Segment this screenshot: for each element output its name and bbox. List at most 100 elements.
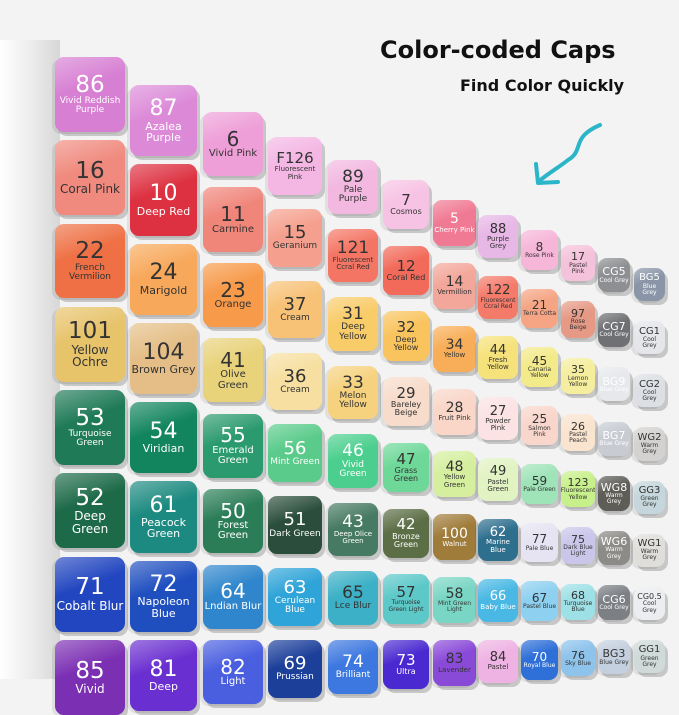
marker-cap-29: 29 Bareley Beige bbox=[383, 377, 429, 427]
cap-number: 16 bbox=[75, 157, 105, 184]
cap-number: 51 bbox=[283, 509, 307, 531]
cap-color-name: Melon Yellow bbox=[339, 390, 367, 411]
cap-color-name: Warm Grey bbox=[605, 546, 623, 560]
cap-number: 56 bbox=[283, 437, 307, 459]
cap-color-name: Geranium bbox=[272, 241, 318, 252]
marker-cap-74: 74 Brilliant bbox=[328, 640, 378, 694]
cap-number: 58 bbox=[445, 585, 464, 602]
marker-cap-68: 68 Turquoise Blue bbox=[561, 583, 595, 620]
cap-color-name: Deep Olice Green bbox=[333, 530, 373, 546]
cap-number: 81 bbox=[149, 656, 178, 682]
marker-cap-34: 34 Yellow bbox=[433, 325, 476, 372]
cap-number: 100 bbox=[441, 525, 468, 542]
cap-color-name: Vivid Reddish Purple bbox=[59, 96, 121, 116]
cap-color-name: Cool Grey bbox=[642, 600, 657, 614]
cap-color-name: Brilliant bbox=[335, 669, 371, 680]
cap-color-name: Cool Grey bbox=[599, 604, 629, 612]
marker-cap-71: 71 Cobalt Blur bbox=[55, 556, 125, 632]
cap-number: 67 bbox=[531, 591, 548, 606]
marker-cap-85: 85 Vivid bbox=[55, 640, 125, 715]
marker-cap-45: 45 Canaria Yellow bbox=[521, 347, 558, 387]
cap-color-name: Blue Grey bbox=[599, 440, 629, 448]
cap-number: 26 bbox=[571, 419, 585, 433]
marker-cap-52: 52 Deep Green bbox=[55, 473, 125, 549]
cap-number: 86 bbox=[75, 71, 105, 98]
cap-color-name: Fluorescent Pink bbox=[274, 165, 316, 181]
cap-color-name: Canaria Yellow bbox=[527, 365, 552, 380]
marker-cap-28: 28 Fruit Pink bbox=[433, 388, 476, 435]
marker-cap-57: 57 Turquoise Green Light bbox=[383, 574, 429, 624]
marker-cap-64: 64 Lndian Blur bbox=[203, 564, 263, 629]
marker-cap-33: 33 Melon Yellow bbox=[328, 365, 378, 420]
cap-number: 64 bbox=[220, 579, 246, 604]
cap-color-name: Fresh Yellow bbox=[487, 356, 509, 372]
cap-number: 29 bbox=[396, 383, 416, 402]
cap-number: 21 bbox=[531, 298, 548, 313]
cap-number: 85 bbox=[75, 657, 105, 684]
cap-color-name: Deep bbox=[149, 680, 178, 694]
marker-cap-CG6: CG6 Cool Grey bbox=[598, 585, 630, 620]
cap-number: 89 bbox=[342, 166, 364, 187]
cap-color-name: Azalea Purple bbox=[145, 119, 182, 144]
cap-number: CG6 bbox=[602, 592, 626, 606]
marker-cap-54: 54 Viridian bbox=[130, 402, 197, 474]
subheadline: Find Color Quickly bbox=[460, 76, 625, 95]
cap-number: BG9 bbox=[602, 374, 626, 388]
cap-number: 36 bbox=[283, 365, 307, 387]
marker-cap-70: 70 Royal Blue bbox=[521, 640, 558, 680]
marker-cap-10: 10 Deep Red bbox=[130, 164, 197, 236]
cap-color-name: Napoleon Blue bbox=[137, 595, 190, 620]
marker-cap-50: 50 Forest Green bbox=[203, 489, 263, 554]
cap-color-name: Viridian bbox=[142, 442, 185, 456]
cap-number: 23 bbox=[220, 277, 246, 302]
cap-color-name: Powder Pink bbox=[485, 417, 511, 433]
marker-cap-BG5: BG5 Blue Grey bbox=[634, 268, 665, 302]
marker-cap-7: 7 Cosmos bbox=[383, 180, 429, 230]
marker-cap-75: 75 Dark Blue Light bbox=[561, 527, 595, 564]
cap-color-name: Blue Grey bbox=[642, 282, 657, 296]
marker-cap-47: 47 Grass Green bbox=[383, 442, 429, 493]
marker-cap-41: 41 Olive Green bbox=[203, 338, 263, 403]
cap-color-name: Orange bbox=[214, 299, 252, 311]
marker-cap-CG0.5: CG0.5 Cool Grey bbox=[634, 586, 665, 620]
cap-number: CG1 bbox=[638, 325, 661, 337]
marker-cap-97: 97 Rose Beige bbox=[561, 301, 595, 338]
cap-number: 46 bbox=[342, 441, 364, 462]
cap-number: 45 bbox=[531, 353, 548, 368]
cap-color-name: Forest Green bbox=[217, 520, 249, 542]
cap-number: 84 bbox=[489, 650, 507, 666]
marker-cap-14: 14 Vermillion bbox=[433, 262, 476, 309]
cap-number: CG0.5 bbox=[637, 592, 662, 602]
cap-color-name: Brown Grey bbox=[131, 363, 196, 377]
cap-number: 63 bbox=[283, 576, 307, 598]
marker-cap-BG3: BG3 Blue Grey bbox=[598, 640, 630, 675]
cap-number: 33 bbox=[342, 372, 364, 393]
cap-number: 62 bbox=[489, 525, 507, 541]
cap-color-name: Vivid Pink bbox=[208, 148, 258, 160]
marker-cap-24: 24 Marigold bbox=[130, 243, 197, 315]
marker-cap-CG1: CG1 Cool Grey bbox=[634, 321, 665, 355]
marker-cap-77: 77 Pale Blue bbox=[521, 522, 558, 563]
cap-number: 27 bbox=[489, 403, 507, 419]
cap-number: 53 bbox=[75, 404, 105, 431]
cap-color-name: Deep Yellow bbox=[339, 322, 367, 342]
cap-number: 25 bbox=[531, 412, 548, 427]
cap-number: WG1 bbox=[637, 538, 662, 550]
cap-color-name: Bronze Green bbox=[392, 531, 420, 549]
marker-cap-15: 15 Geranium bbox=[268, 208, 322, 267]
cap-color-name: Green Grey bbox=[640, 654, 659, 668]
headline: Color-coded Caps bbox=[380, 36, 616, 64]
cap-color-name: Terra Cotta bbox=[523, 310, 556, 318]
cap-number: 43 bbox=[342, 511, 364, 532]
cap-color-name: Dark Blue Light bbox=[563, 543, 593, 557]
cap-number: GG3 bbox=[638, 484, 661, 496]
marker-cap-84: 84 Pastel bbox=[478, 640, 518, 683]
cap-color-name: Warm Grey bbox=[605, 491, 623, 505]
marker-cap-WG8: WG8 Warm Grey bbox=[598, 476, 630, 511]
cap-number: 17 bbox=[571, 250, 585, 264]
marker-cap-100: 100 Walnut bbox=[433, 514, 476, 561]
cap-number: 59 bbox=[531, 473, 548, 488]
cap-color-name: Warm Grey bbox=[640, 548, 659, 562]
marker-cap-81: 81 Deep bbox=[130, 640, 197, 712]
cap-color-name: Cool Grey bbox=[642, 388, 657, 402]
